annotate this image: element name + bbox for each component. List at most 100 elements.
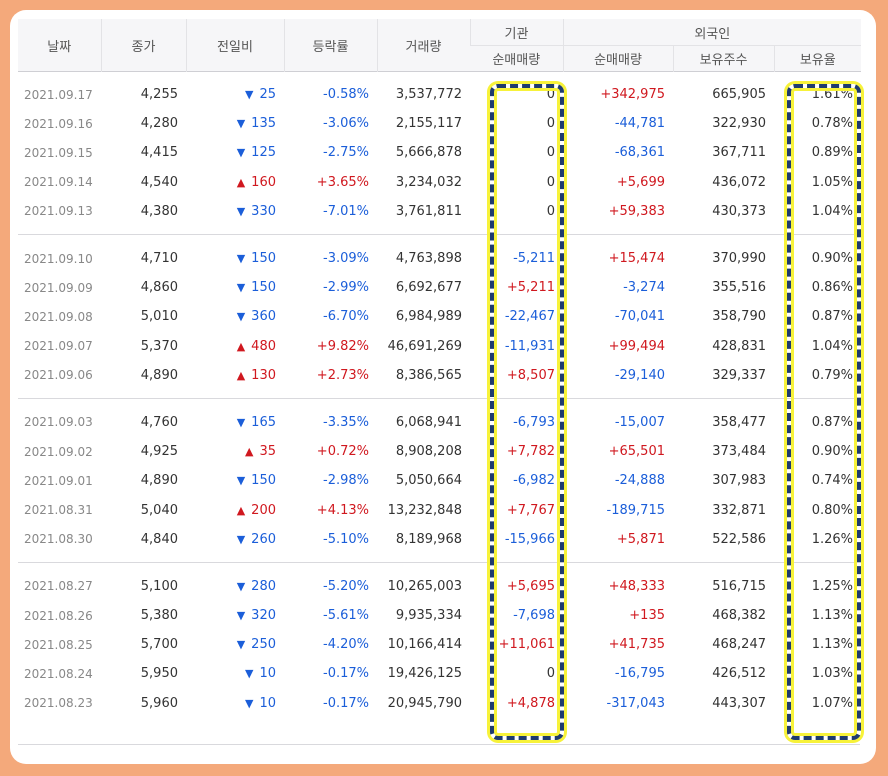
- cell-foreign-net: -16,795: [614, 666, 665, 682]
- diff-value: 360: [251, 309, 276, 325]
- cell-volume: 8,386,565: [395, 367, 462, 383]
- table-row: 2021.08.25 5,700 ▼ 250 -4.20% 10,166,414 +11,0…: [18, 630, 861, 659]
- cell-volume: 6,692,677: [395, 280, 462, 296]
- up-arrow-icon: ▲: [236, 368, 246, 382]
- down-arrow-icon: ▼: [236, 281, 246, 295]
- table-row: 2021.09.07 5,370 ▲ 480 +9.82% 46,691,269 -11,9…: [18, 332, 861, 361]
- table-row: 2021.09.10 4,710 ▼ 150 -3.09% 4,763,898 -5,211…: [18, 244, 861, 273]
- cell-rate: -4.20%: [323, 637, 369, 653]
- cell-foreign-net: +48,333: [608, 578, 665, 594]
- cell-rate: -2.98%: [323, 473, 369, 489]
- table-row: 2021.08.30 4,840 ▼ 260 -5.10% 8,189,968 -15,96…: [18, 525, 861, 554]
- group-spacer: [18, 718, 861, 726]
- cell-inst-net: -22,467: [504, 309, 555, 325]
- diff-value: 10: [259, 695, 276, 711]
- down-arrow-icon: ▼: [236, 204, 246, 218]
- cell-date: 2021.08.31: [24, 503, 93, 518]
- cell-foreign-hold: 428,831: [712, 338, 766, 354]
- cell-foreign-ratio: 1.03%: [811, 666, 854, 682]
- diff-value: 150: [251, 280, 276, 296]
- down-arrow-icon: ▼: [236, 579, 246, 593]
- cell-inst-net: -11,931: [504, 338, 555, 354]
- cell-close: 5,950: [140, 666, 178, 682]
- cell-close: 5,040: [140, 502, 178, 518]
- cell-rate: -3.35%: [323, 414, 369, 430]
- cell-foreign-hold: 358,790: [712, 309, 766, 325]
- cell-volume: 13,232,848: [387, 502, 462, 518]
- cell-foreign-hold: 373,484: [712, 444, 766, 460]
- cell-inst-net: +5,211: [506, 280, 555, 296]
- cell-foreign-net: -24,888: [614, 473, 665, 489]
- down-arrow-icon: ▼: [236, 532, 246, 546]
- group-divider: [18, 398, 862, 400]
- cell-foreign-hold: 322,930: [712, 116, 766, 132]
- cell-foreign-ratio: 0.86%: [811, 280, 854, 296]
- group-spacer: [18, 226, 861, 235]
- cell-foreign-net: +15,474: [608, 251, 665, 267]
- cell-foreign-net: +5,699: [616, 174, 665, 190]
- cell-foreign-ratio: 1.13%: [811, 637, 854, 653]
- cell-foreign-net: -44,781: [614, 116, 665, 132]
- header-diff: 전일비: [185, 19, 284, 72]
- down-arrow-icon: ▼: [236, 609, 246, 623]
- cell-foreign-ratio: 0.87%: [811, 414, 854, 430]
- trading-table: 날짜 종가 전일비 등락률 거래량 기관 외국인 순매매량 순매매량 보유주수 …: [18, 19, 862, 726]
- header-foreign-hold: 보유주수: [672, 45, 774, 72]
- diff-value: 125: [251, 145, 276, 161]
- cell-date: 2021.08.23: [24, 696, 93, 711]
- trading-table-container: 날짜 종가 전일비 등락률 거래량 기관 외국인 순매매량 순매매량 보유주수 …: [18, 19, 862, 726]
- cell-inst-net: 0: [546, 666, 555, 682]
- diff-value: 200: [251, 502, 276, 518]
- cell-rate: -3.06%: [323, 116, 369, 132]
- header-rate: 등락률: [283, 19, 377, 72]
- header-institution: 기관: [469, 19, 563, 46]
- cell-rate: -7.01%: [323, 203, 369, 219]
- cell-inst-net: -6,793: [513, 414, 555, 430]
- cell-inst-net: 0: [546, 145, 555, 161]
- cell-foreign-ratio: 0.80%: [811, 502, 854, 518]
- cell-diff: ▼ 150: [186, 466, 284, 495]
- table-body: 2021.09.17 4,255 ▼ 25 -0.58% 3,537,772 0 +342,9…: [18, 72, 862, 726]
- diff-value: 135: [251, 116, 276, 132]
- cell-date: 2021.09.02: [24, 444, 93, 459]
- cell-volume: 3,761,811: [395, 203, 462, 219]
- cell-diff: ▲ 35: [186, 437, 284, 466]
- cell-diff: ▼ 260: [186, 525, 284, 554]
- cell-close: 4,925: [140, 444, 178, 460]
- cell-date: 2021.09.16: [24, 116, 93, 131]
- cell-foreign-net: +59,383: [608, 203, 665, 219]
- cell-date: 2021.08.27: [24, 579, 93, 594]
- cell-diff: ▼ 150: [186, 244, 284, 273]
- cell-volume: 20,945,790: [387, 695, 462, 711]
- cell-foreign-net: +65,501: [608, 444, 665, 460]
- cell-date: 2021.09.07: [24, 339, 93, 354]
- cell-close: 5,100: [140, 578, 178, 594]
- diff-value: 160: [251, 174, 276, 190]
- header-foreign: 외국인: [562, 19, 862, 46]
- cell-foreign-ratio: 0.79%: [811, 367, 854, 383]
- cell-close: 4,415: [140, 145, 178, 161]
- cell-rate: -3.09%: [323, 251, 369, 267]
- header-close: 종가: [100, 19, 186, 72]
- table-row: 2021.09.03 4,760 ▼ 165 -3.35% 6,068,941 -6,793…: [18, 408, 861, 437]
- diff-value: 330: [251, 203, 276, 219]
- cell-close: 4,860: [140, 280, 178, 296]
- cell-foreign-hold: 436,072: [712, 174, 766, 190]
- up-arrow-icon: ▲: [236, 339, 246, 353]
- cell-date: 2021.09.03: [24, 415, 93, 430]
- cell-close: 5,370: [140, 338, 178, 354]
- cell-date: 2021.09.06: [24, 368, 93, 383]
- cell-rate: -5.61%: [323, 608, 369, 624]
- cell-volume: 8,908,208: [395, 444, 462, 460]
- cell-volume: 5,050,664: [395, 473, 462, 489]
- cell-diff: ▼ 150: [186, 273, 284, 302]
- cell-foreign-net: +135: [629, 608, 665, 624]
- down-arrow-icon: ▼: [244, 88, 254, 102]
- cell-rate: -5.10%: [323, 531, 369, 547]
- group-divider: [18, 561, 862, 564]
- cell-foreign-net: -70,041: [614, 309, 665, 325]
- cell-foreign-hold: 358,477: [712, 414, 766, 430]
- table-row: 2021.09.02 4,925 ▲ 35 +0.72% 8,908,208 +7,782 +…: [18, 437, 861, 466]
- cell-foreign-net: -15,007: [614, 414, 665, 430]
- cell-diff: ▲ 130: [186, 361, 284, 390]
